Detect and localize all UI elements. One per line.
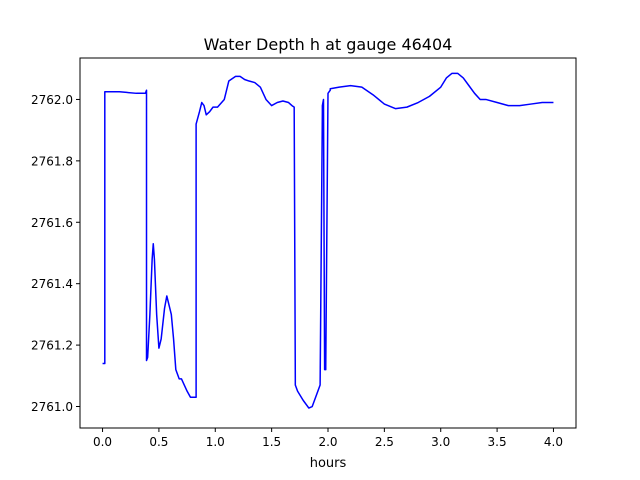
y-tick-label: 2761.2 xyxy=(31,339,73,353)
y-axis: 2761.0 2761.2 2761.4 2761.6 2761.8 2762.0 xyxy=(31,93,80,414)
x-tick-label: 0.0 xyxy=(93,435,112,449)
series-line xyxy=(102,72,554,409)
x-tick-label: 1.5 xyxy=(262,435,281,449)
y-tick-label: 2762.0 xyxy=(31,93,73,107)
x-tick-label: 3.0 xyxy=(431,435,450,449)
x-tick-label: 3.5 xyxy=(488,435,507,449)
x-tick-label: 1.0 xyxy=(206,435,225,449)
x-tick-label: 2.0 xyxy=(318,435,337,449)
y-tick-label: 2761.6 xyxy=(31,216,73,230)
x-tick-label: 2.5 xyxy=(375,435,394,449)
x-tick-label: 0.5 xyxy=(149,435,168,449)
y-tick-label: 2761.0 xyxy=(31,400,73,414)
x-axis-label: hours xyxy=(310,456,347,471)
x-tick-label: 4.0 xyxy=(544,435,563,449)
chart-title: Water Depth h at gauge 46404 xyxy=(204,35,453,54)
y-tick-label: 2761.8 xyxy=(31,154,73,168)
y-tick-label: 2761.4 xyxy=(31,277,73,291)
x-axis: 0.0 0.5 1.0 1.5 2.0 2.5 3.0 3.5 4.0 xyxy=(93,428,563,449)
